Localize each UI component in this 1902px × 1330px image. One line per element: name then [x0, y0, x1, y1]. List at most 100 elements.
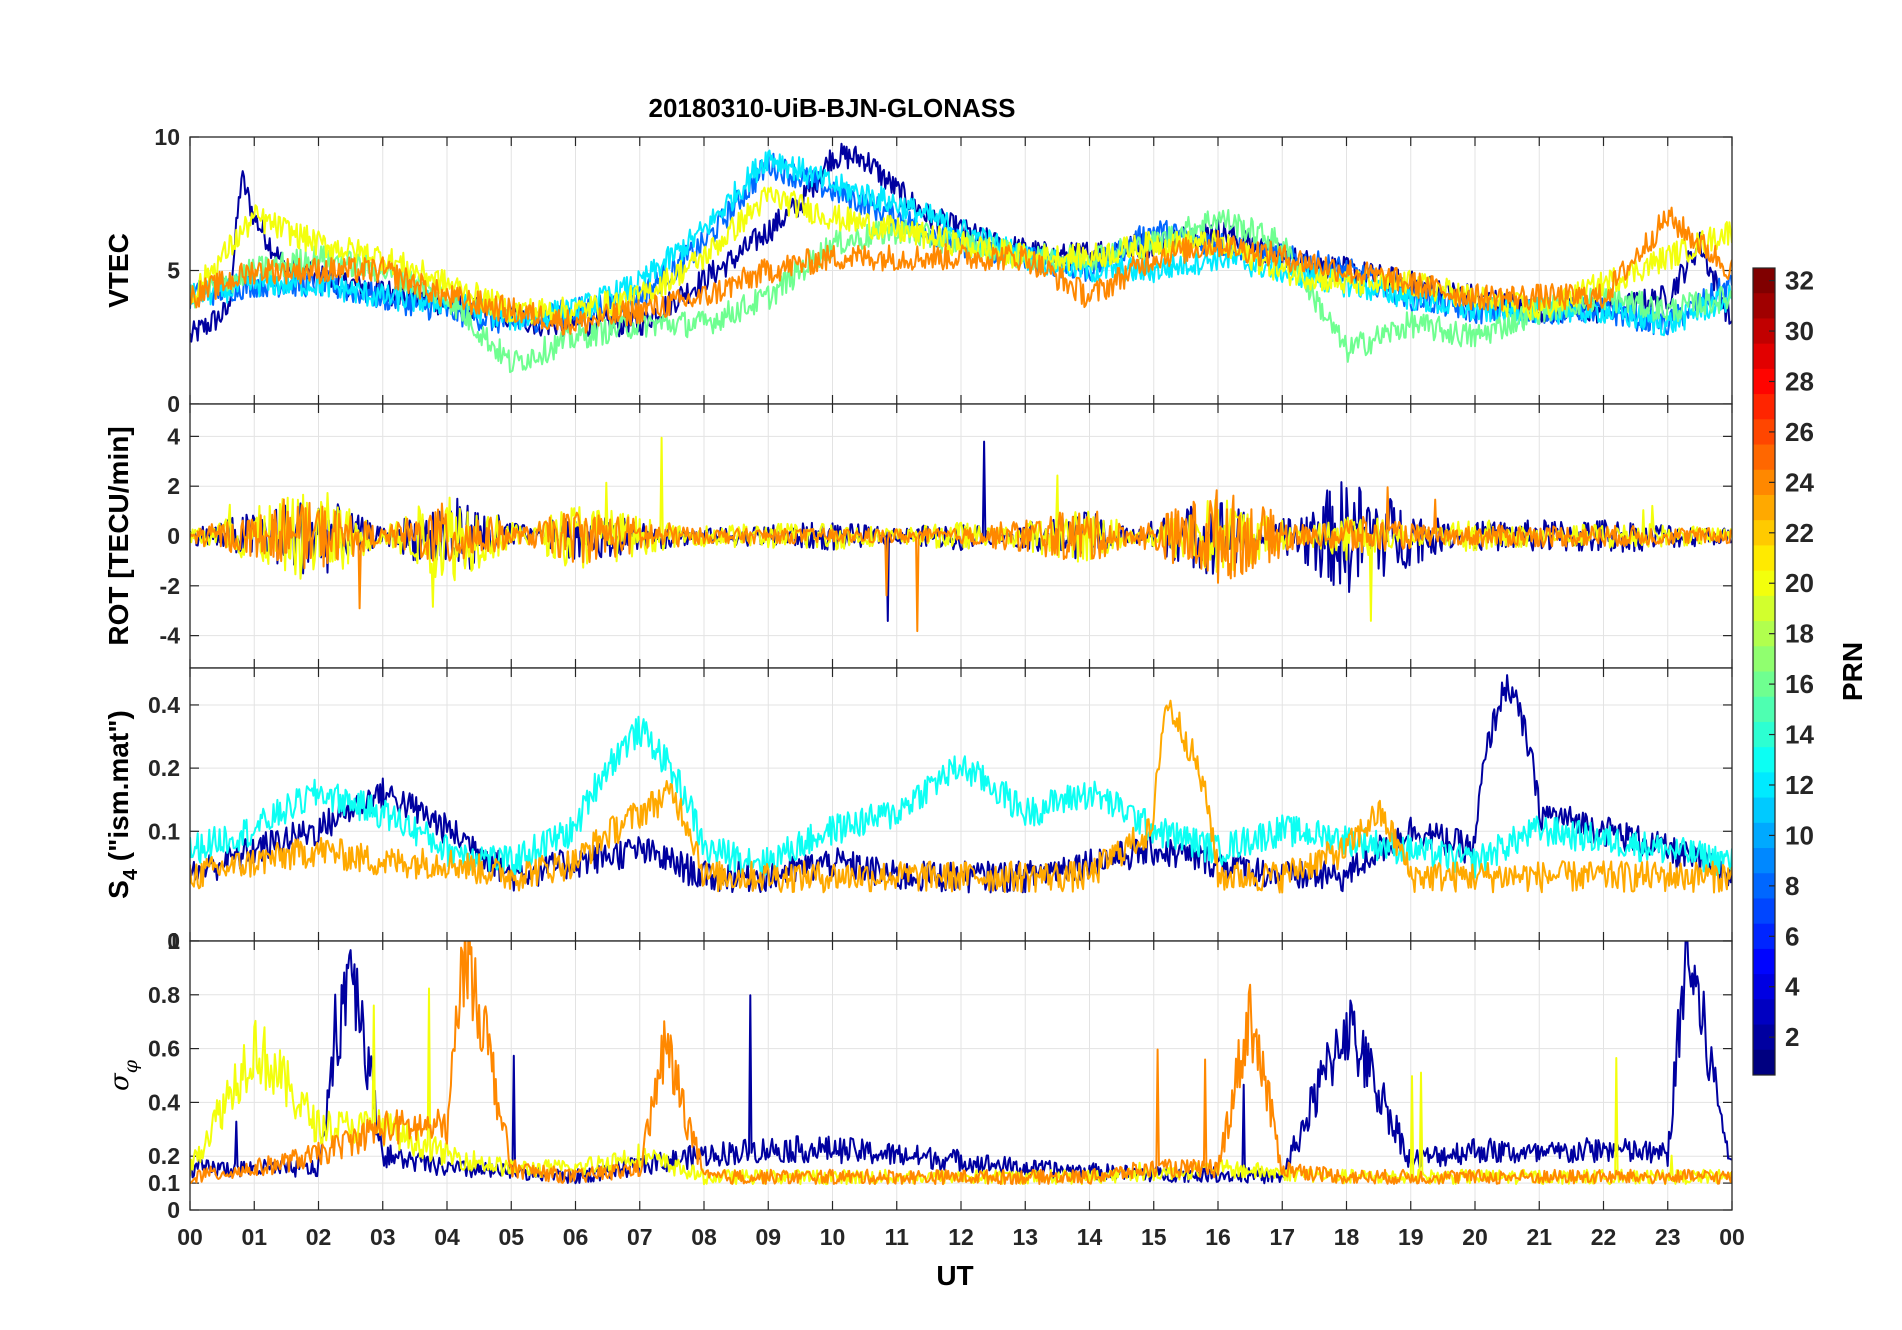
series-group: [190, 142, 1732, 374]
colorbar-tick-label: 26: [1785, 417, 1814, 447]
y-axis-label: VTEC: [103, 233, 134, 308]
y-tick-label: 5: [167, 258, 180, 284]
panel-s4: 0 0.1 0.2 0.4S4 ("ism.mat"): [103, 667, 1733, 954]
x-tick-label: 02: [306, 1224, 332, 1250]
colorbar-tick-label: 6: [1785, 921, 1799, 951]
x-tick-label: 13: [1012, 1224, 1038, 1250]
x-tick-label: 03: [370, 1224, 396, 1250]
colorbar-segment: [1753, 948, 1775, 975]
y-tick-label: 0.2: [148, 755, 180, 781]
x-tick-label: 23: [1655, 1224, 1681, 1250]
colorbar-tick-label: 32: [1785, 266, 1814, 296]
x-tick-label: 10: [820, 1224, 846, 1250]
colorbar-tick-label: 4: [1785, 972, 1800, 1002]
colorbar-tick-label: 28: [1785, 366, 1814, 396]
colorbar-segment: [1753, 974, 1775, 1000]
colorbar-segment: [1753, 545, 1775, 572]
y-axis-label: ROT [TECU/min]: [103, 426, 134, 645]
y-tick-label: 2: [167, 473, 180, 499]
y-axis-label: S4 ("ism.mat"): [103, 710, 142, 899]
x-tick-label: 21: [1526, 1224, 1552, 1250]
series-group: [190, 941, 1732, 1186]
y-tick-label: 10: [154, 124, 180, 150]
colorbar-segment: [1753, 1024, 1775, 1051]
colorbar-segment: [1753, 368, 1775, 395]
colorbar-tick-label: 24: [1785, 467, 1814, 497]
colorbar-segment: [1753, 721, 1775, 748]
x-tick-label: 19: [1398, 1224, 1424, 1250]
colorbar-segment: [1753, 494, 1775, 521]
colorbar-segment: [1753, 848, 1775, 874]
series-line-prn-24: [190, 486, 1732, 633]
colorbar-segment: [1753, 444, 1775, 471]
colorbar-segment: [1753, 621, 1775, 647]
y-tick-label: 0.8: [148, 982, 180, 1008]
colorbar-tick-label: 22: [1785, 518, 1814, 548]
series-line-prn-13: [190, 715, 1732, 879]
colorbar-segment: [1753, 696, 1775, 723]
colorbar-tick-label: 16: [1785, 669, 1814, 699]
series-line-prn-24: [190, 206, 1732, 336]
x-tick-label: 04: [434, 1224, 460, 1250]
colorbar-segment: [1753, 747, 1775, 773]
y-tick-label: 1: [167, 928, 180, 954]
x-tick-label: 08: [691, 1224, 717, 1250]
colorbar-segment: [1753, 797, 1775, 824]
colorbar-segment: [1753, 595, 1775, 622]
y-tick-label: 0.4: [148, 692, 180, 718]
y-tick-label: 4: [167, 423, 180, 449]
x-axis-label: UT: [936, 1260, 973, 1291]
x-tick-label: 05: [498, 1224, 524, 1250]
x-tick-label: 14: [1077, 1224, 1103, 1250]
y-tick-label: 0.1: [148, 818, 180, 844]
panel-vtec: 0 5 10 VTEC: [103, 124, 1733, 417]
colorbar-tick-label: 14: [1785, 720, 1814, 750]
colorbar-segment: [1753, 923, 1775, 950]
y-tick-label: 0.1: [148, 1170, 180, 1196]
x-tick-label: 00: [177, 1224, 203, 1250]
y-tick-label: 0.4: [148, 1089, 180, 1115]
y-tick-label: 0: [167, 928, 180, 954]
x-tick-labels: 00 01 02 03 04 05 06 07 08 09 10 11 12 13 14 15 16 17 18 19…: [177, 1224, 1745, 1250]
colorbar-segment: [1753, 520, 1775, 546]
colorbar-segment: [1753, 268, 1775, 294]
panel-rot: -4 -2 0 2 4 ROT [TECU/min]: [103, 403, 1733, 669]
colorbar-segment: [1753, 394, 1775, 420]
colorbar-segment: [1753, 343, 1775, 370]
colorbar-segment: [1753, 873, 1775, 899]
y-tick-label: 0.2: [148, 1143, 180, 1169]
colorbar-segment: [1753, 646, 1775, 672]
y-axis-label: σφ: [105, 1059, 142, 1091]
colorbar-segment: [1753, 419, 1775, 446]
x-tick-label: 00: [1719, 1224, 1745, 1250]
x-tick-label: 18: [1334, 1224, 1360, 1250]
x-tick-label: 17: [1269, 1224, 1295, 1250]
series-line-prn-23: [190, 699, 1732, 894]
colorbar-segment: [1753, 318, 1775, 345]
colorbar-segment: [1753, 671, 1775, 698]
x-tick-label: 06: [563, 1224, 589, 1250]
plot-frame: [189, 940, 1733, 1211]
colorbar-segment: [1753, 570, 1775, 597]
x-tick-label: 07: [627, 1224, 653, 1250]
x-tick-label: 22: [1591, 1224, 1617, 1250]
colorbar-label: PRN: [1837, 642, 1868, 701]
series-group: [190, 674, 1732, 894]
colorbar-tick-label: 18: [1785, 619, 1814, 649]
x-tick-label: 01: [241, 1224, 267, 1250]
colorbar-tick-label: 8: [1785, 871, 1799, 901]
y-tick-label: 0: [167, 523, 180, 549]
x-tick-label: 16: [1205, 1224, 1231, 1250]
x-tick-label: 11: [885, 1224, 910, 1250]
y-tick-label: 0: [167, 1197, 180, 1223]
colorbar-frame: [1752, 267, 1776, 1076]
colorbar-tick-label: 2: [1785, 1022, 1799, 1052]
colorbar-segment: [1753, 293, 1775, 319]
series-line-prn-20: [190, 436, 1732, 622]
colorbar-tick-label: 30: [1785, 316, 1814, 346]
colorbar-segment: [1753, 822, 1775, 849]
